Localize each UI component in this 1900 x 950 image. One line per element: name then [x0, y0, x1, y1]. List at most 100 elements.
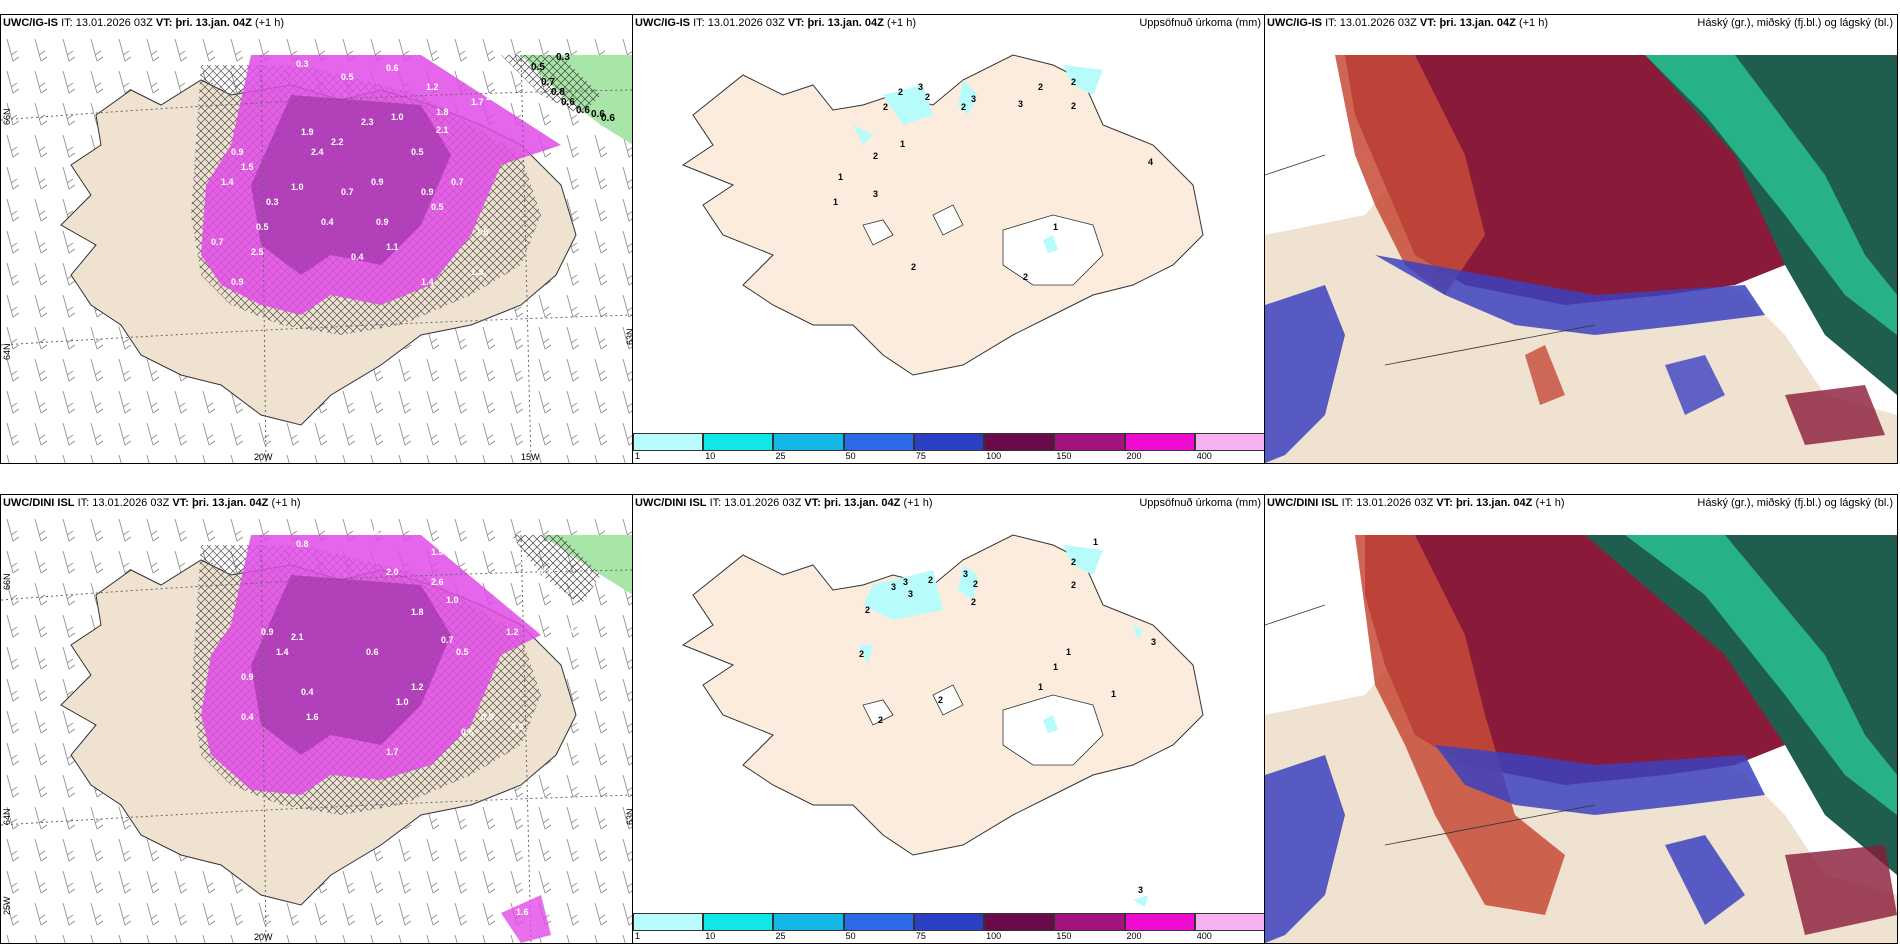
precip-label: 1.7 [471, 97, 484, 107]
colorbar-label: 100 [986, 451, 1002, 461]
precip-label: 0.7 [451, 177, 464, 187]
precip-label: 1.7 [386, 747, 399, 757]
precip-label: 2 [925, 92, 930, 102]
colorbar-cell [1194, 433, 1265, 451]
precip-label: 2.5 [251, 247, 264, 257]
cloud-map [1265, 515, 1897, 943]
precip-label: 2 [973, 579, 978, 589]
colorbar-label: 400 [1196, 451, 1212, 461]
colorbar-label: 10 [705, 451, 716, 461]
colorbar-cell [773, 913, 844, 931]
panel-header: UWC/IG-IS IT: 13.01.2026 03Z VT: þri. 13… [635, 17, 916, 29]
precip-label: 0.6 [366, 527, 379, 537]
precip-label: 0.9 [231, 147, 244, 157]
precip-label: 0.5 [531, 62, 545, 73]
precip-label: 0.6 [461, 727, 474, 737]
colorbar-cell [913, 433, 985, 451]
precip-label: 0.3 [556, 52, 570, 63]
precip-label: 2.6 [431, 577, 444, 587]
colorbar-label: 150 [1056, 931, 1072, 941]
precip-label: 2.4 [486, 92, 499, 102]
wind-precip-map: 0.3 0.5 0.6 1.2 1.8 2.1 1.7 2.4 1.0 2.3 … [1, 35, 633, 463]
colorbar-label: 10 [705, 931, 716, 941]
precip-title: Uppsöfnuð úrkoma (mm) [1139, 497, 1261, 509]
precip-label: 1 [900, 139, 905, 149]
colorbar-cell [1124, 913, 1195, 931]
colorbar-cell [843, 913, 914, 931]
panel-header: UWC/IG-IS IT: 13.01.2026 03Z VT: þri. 13… [1267, 17, 1548, 29]
colorbar-cell [703, 433, 774, 451]
precip-label: 2 [878, 715, 883, 725]
precip-label: 0.5 [256, 222, 269, 232]
precip-label: 0.5 [456, 647, 469, 657]
colorbar-cell [843, 433, 914, 451]
precip-label: 0.5 [431, 202, 444, 212]
colorbar-label: 150 [1056, 451, 1072, 461]
precip-label: 1.2 [506, 627, 519, 637]
colorbar-cell [633, 913, 704, 931]
precip-label: 2 [911, 262, 916, 272]
precip-label: 2.1 [436, 125, 449, 135]
precip-label: 0.7 [211, 237, 224, 247]
precip-label: 2.4 [311, 147, 324, 157]
precip-label: 1.0 [446, 595, 459, 605]
precip-label: 3 [1138, 885, 1143, 895]
precip-label: 1.3 [471, 267, 484, 277]
precip-label: 1.2 [411, 682, 424, 692]
precip-title: Uppsöfnuð úrkoma (mm) [1139, 17, 1261, 29]
colorbar-label: 400 [1196, 931, 1212, 941]
precip-label: 1.1 [386, 242, 399, 252]
precip-label: 1 [1066, 647, 1071, 657]
precip-label: 1 [1053, 222, 1058, 232]
lat-label-64n: 64N [2, 808, 12, 825]
precip-label: 2 [961, 102, 966, 112]
precip-label: 3 [963, 569, 968, 579]
precip-label: 0.8 [551, 87, 565, 98]
precip-label: 1 [833, 197, 838, 207]
precip-label: 1 [838, 172, 843, 182]
panel-header: UWC/DINI ISL IT: 13.01.2026 03Z VT: þri.… [635, 497, 933, 509]
colorbar-label: 75 [915, 451, 926, 461]
precip-label: 3 [891, 582, 896, 592]
precip-label: 2.2 [331, 137, 344, 147]
colorbar-label: 200 [1126, 931, 1142, 941]
precip-label: 3 [908, 589, 913, 599]
precip-label: 1.0 [396, 697, 409, 707]
precip-label: 0.7 [441, 635, 454, 645]
colorbar-label: 25 [775, 931, 786, 941]
precip-label: 0.6 [601, 113, 615, 124]
precip-label: 0.9 [421, 187, 434, 197]
precip-label: 0.3 [296, 59, 309, 69]
lat-label-66n: 66N [2, 573, 12, 590]
lon-label-15w: 15W [521, 452, 540, 462]
colorbar-cell [984, 913, 1055, 931]
precip-label: 1 [1053, 662, 1058, 672]
precip-label: 1 [1038, 682, 1043, 692]
lat-label-64n: 64N [2, 343, 12, 360]
cloud-title: Háský (gr.), miðský (fj.bl.) og lágský (… [1697, 497, 1893, 509]
colorbar-label: 1 [635, 931, 641, 941]
colorbar-label: 50 [845, 451, 856, 461]
lon-label-20w: 20W [254, 452, 273, 462]
colorbar-label: 200 [1126, 451, 1142, 461]
precip-label: 1.9 [431, 547, 444, 557]
precip-label: 0.6 [576, 105, 590, 116]
precip-label: 2 [873, 151, 878, 161]
panel-header: UWC/IG-IS IT: 13.01.2026 03Z VT: þri. 13… [3, 17, 284, 29]
precip-label: 1.5 [241, 162, 254, 172]
cloud-map [1265, 35, 1897, 463]
colorbar-cell [703, 913, 774, 931]
precip-label: 0.8 [541, 567, 554, 577]
colorbar-cell [773, 433, 844, 451]
lat-label-66n: 66N [2, 108, 12, 125]
precip-label: 2 [883, 102, 888, 112]
precip-label: 0.3 [266, 197, 279, 207]
wind-precip-map: 0.8 0.6 1.2 1.9 0.7 0.5 0.7 0.8 2.6 2.0 … [1, 515, 633, 943]
lat-label-25w: 25W [2, 896, 12, 915]
precip-label: 1.4 [421, 277, 434, 287]
precip-label: 2 [898, 87, 903, 97]
precip-label: 1.2 [461, 539, 474, 549]
colorbar-cell [1194, 913, 1265, 931]
colorbar-label: 100 [986, 931, 1002, 941]
panel-bottom-middle: UWC/DINI ISL IT: 13.01.2026 03Z VT: þri.… [632, 494, 1266, 944]
